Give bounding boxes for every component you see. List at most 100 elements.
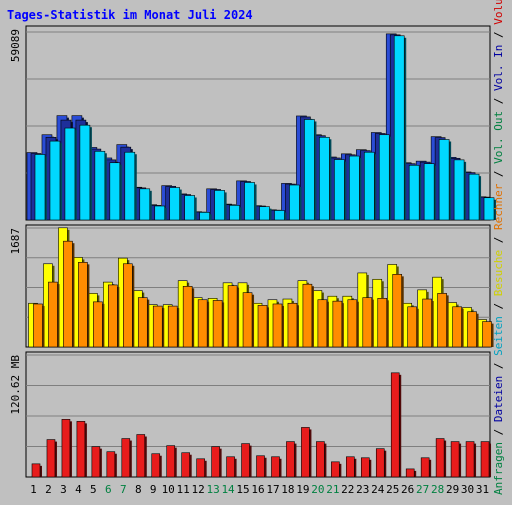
legend-separator: / (492, 422, 505, 442)
bar-seiten-3 (64, 127, 76, 221)
bar-volumen-15 (241, 443, 250, 478)
right-legend: Anfragen / Dateien / Seiten / Besuche / … (492, 0, 505, 495)
bar-seiten-5 (94, 150, 106, 221)
bar-volumen-26 (405, 468, 415, 478)
x-tick-label: 19 (296, 483, 309, 496)
panel-middle: 1687 (9, 224, 494, 348)
bar-seiten-17 (274, 210, 285, 221)
bar-seiten-22 (349, 155, 360, 221)
x-tick-label: 2 (45, 483, 52, 496)
bar-seiten-18 (289, 184, 300, 221)
x-tick-label: 13 (206, 483, 219, 496)
bar-rechner-12 (197, 299, 208, 348)
bar-rechner-17 (272, 303, 283, 348)
bar-rechner-21 (332, 300, 343, 348)
bar-rechner-6 (108, 284, 118, 348)
bar-volumen-16 (256, 455, 265, 478)
x-tick-label: 7 (120, 483, 127, 496)
bar-seiten-27 (423, 163, 435, 221)
x-tick-label: 11 (177, 483, 190, 496)
x-tick-label: 18 (281, 483, 294, 496)
bar-seiten-7 (124, 151, 136, 221)
bar-rechner-22 (347, 299, 358, 348)
bar-rechner-19 (302, 283, 313, 348)
series-seiten (34, 35, 497, 221)
x-tick-label: 5 (90, 483, 97, 496)
x-tick-label: 12 (192, 483, 205, 496)
legend-separator: / (492, 356, 505, 376)
legend-separator: / (492, 296, 505, 316)
bar-volumen-2 (46, 439, 56, 478)
chart-panels: 59089 1687 120.62 MB (9, 25, 497, 478)
x-tick-label: 26 (401, 483, 414, 496)
bar-seiten-19 (304, 119, 315, 221)
x-tick-label: 22 (341, 483, 354, 496)
x-tick-label: 25 (386, 483, 399, 496)
bar-seiten-12 (199, 212, 210, 221)
bar-rechner-9 (152, 305, 163, 348)
bar-rechner-1 (33, 303, 43, 348)
x-tick-label: 9 (150, 483, 157, 496)
series-rechner (33, 240, 494, 348)
x-tick-label: 14 (221, 483, 235, 496)
bar-volumen-5 (91, 446, 101, 478)
bar-seiten-14 (229, 205, 240, 221)
bar-rechner-11 (182, 286, 193, 348)
bar-rechner-20 (317, 299, 328, 348)
legend-separator: / (492, 91, 505, 111)
x-tick-label: 10 (162, 483, 175, 496)
panel-bottom: 120.62 MB (9, 351, 492, 478)
x-tick-label: 28 (431, 483, 444, 496)
legend-item: Anfragen (492, 442, 505, 495)
bar-volumen-6 (106, 451, 116, 478)
bar-rechner-30 (467, 311, 477, 348)
bar-seiten-16 (259, 206, 270, 221)
bar-volumen-9 (151, 453, 161, 478)
x-tick-label: 23 (356, 483, 369, 496)
chart-title: Tages-Statistik im Monat Juli 2024 (7, 8, 253, 22)
bar-seiten-29 (453, 159, 465, 221)
bar-volumen-19 (301, 427, 310, 478)
bar-volumen-12 (196, 458, 205, 478)
x-tick-label: 4 (75, 483, 82, 496)
bar-volumen-7 (121, 438, 131, 478)
legend-item: Vol. Out (492, 111, 505, 164)
bar-rechner-16 (257, 305, 268, 348)
legend-separator: / (492, 230, 505, 250)
bar-seiten-13 (214, 190, 225, 221)
legend-item: Rechner (492, 183, 505, 230)
x-tick-label: 29 (446, 483, 459, 496)
bar-rechner-26 (407, 306, 417, 348)
bar-volumen-23 (360, 457, 370, 478)
bar-rechner-5 (93, 301, 103, 348)
bar-seiten-9 (154, 205, 166, 221)
bar-volumen-29 (450, 441, 460, 478)
bar-rechner-4 (78, 262, 88, 348)
bar-seiten-8 (139, 188, 151, 221)
series-volumen (31, 372, 492, 478)
max-value-label: 120.62 MB (9, 355, 22, 415)
bar-rechner-28 (437, 293, 447, 348)
bar-seiten-2 (49, 140, 61, 221)
x-tick-label: 30 (461, 483, 474, 496)
bar-rechner-14 (227, 285, 238, 348)
bar-seiten-30 (468, 173, 480, 221)
bar-rechner-15 (242, 292, 253, 348)
bar-volumen-4 (76, 421, 86, 478)
bar-volumen-30 (465, 441, 475, 478)
x-tick-label: 20 (311, 483, 324, 496)
legend-separator: / (492, 25, 505, 45)
bar-volumen-18 (286, 441, 295, 478)
bar-volumen-22 (346, 456, 355, 478)
legend-item: Volumen (492, 0, 505, 25)
bar-seiten-4 (79, 124, 91, 221)
bar-volumen-24 (375, 448, 385, 478)
bar-volumen-31 (480, 441, 490, 478)
bar-volumen-28 (435, 438, 445, 478)
x-tick-label: 31 (476, 483, 489, 496)
bar-volumen-10 (166, 445, 176, 478)
bar-rechner-18 (287, 302, 298, 348)
bar-rechner-29 (452, 306, 462, 348)
x-tick-label: 27 (416, 483, 429, 496)
